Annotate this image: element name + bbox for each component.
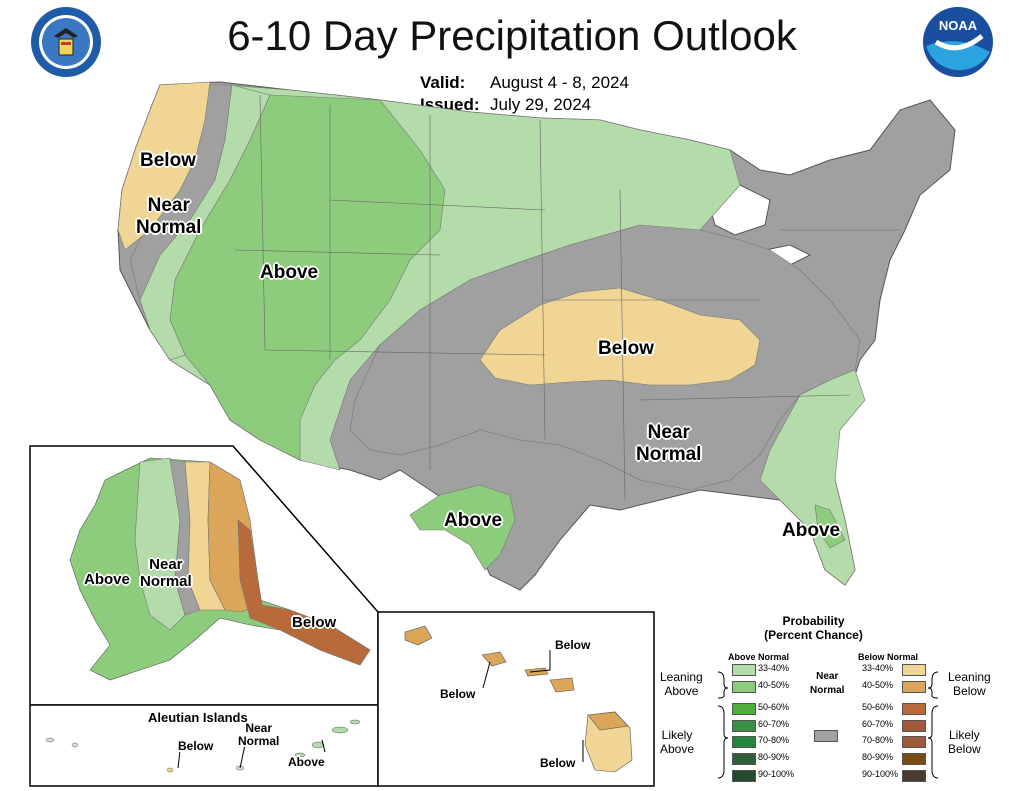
legend-above-range: 40-50% bbox=[758, 679, 790, 690]
hawaii-pointer-lines bbox=[177, 650, 584, 769]
valid-issued-block: Valid: August 4 - 8, 2024 Issued: July 29,… bbox=[420, 72, 629, 116]
legend-braces bbox=[717, 671, 939, 779]
legend-above-range: 90-100% bbox=[758, 768, 795, 779]
legend-below-swatch bbox=[902, 664, 926, 676]
aleutian-islands bbox=[45, 719, 361, 773]
legend-title: Probability (Percent Chance) bbox=[764, 614, 863, 642]
state-lines bbox=[234, 94, 900, 501]
legend-above-range: 50-60% bbox=[758, 702, 790, 713]
above-40-50-florida bbox=[814, 504, 846, 549]
label-below-west: Below bbox=[140, 150, 196, 171]
valid-value: August 4 - 8, 2024 bbox=[490, 73, 629, 92]
map-title: 6-10 Day Precipitation Outlook bbox=[227, 12, 797, 59]
leaning-below-west bbox=[117, 81, 211, 251]
legend-likely-above: Likely Above bbox=[660, 728, 695, 756]
legend-above-swatch bbox=[732, 769, 756, 782]
legend-below-swatch bbox=[902, 736, 926, 749]
legend-below-range: 80-90% bbox=[862, 752, 894, 762]
leaning-above-west-strip bbox=[139, 84, 271, 361]
above-40-50-texas bbox=[409, 484, 516, 571]
legend-above-range: 80-90% bbox=[758, 752, 790, 762]
label-near-normal-west: Near Normal bbox=[136, 195, 202, 238]
label-alaska-below: Below bbox=[292, 614, 337, 631]
label-aleutian-above: Above bbox=[288, 755, 325, 769]
legend-above-swatch bbox=[732, 753, 756, 765]
legend-below-swatch bbox=[902, 680, 926, 693]
leaning-below-central bbox=[479, 287, 761, 386]
legend-above-swatch bbox=[732, 703, 756, 716]
label-hawaii-below-3: Below bbox=[540, 756, 576, 770]
legend-below-swatch bbox=[902, 769, 926, 782]
valid-label: Valid: bbox=[420, 73, 466, 92]
legend-leaning-above: Leaning Above bbox=[660, 670, 703, 698]
aleutian-title: Aleutian Islands bbox=[148, 710, 248, 725]
label-hawaii-below-1: Below bbox=[555, 638, 591, 652]
legend-below-swatch bbox=[902, 703, 926, 716]
legend-below-swatch bbox=[902, 753, 926, 765]
noaa-logo-text: NOAA bbox=[939, 18, 978, 33]
legend-below-range: 33-40% bbox=[862, 663, 894, 673]
legend-below-range: 50-60% bbox=[862, 702, 894, 713]
hawaii-islands bbox=[404, 625, 633, 773]
label-below-central: Below bbox=[598, 338, 654, 359]
legend-likely-below: Likely Below bbox=[948, 728, 981, 756]
legend-above-range: 33-40% bbox=[758, 663, 790, 673]
legend-below-range: 90-100% bbox=[862, 768, 899, 779]
legend-below-header: Below Normal bbox=[858, 652, 919, 662]
alaska-below-50-60 bbox=[237, 519, 371, 666]
issued-value: July 29, 2024 bbox=[490, 95, 592, 114]
label-near-normal-south: Near Normal bbox=[636, 422, 702, 465]
legend-above-range: 70-80% bbox=[758, 735, 790, 746]
legend-above-swatch bbox=[732, 680, 756, 693]
legend-below-range: 60-70% bbox=[862, 718, 894, 729]
legend-below-range: 40-50% bbox=[862, 679, 894, 690]
label-alaska-above: Above bbox=[84, 571, 130, 588]
noaa-logo-icon: NOAA bbox=[923, 7, 993, 77]
label-hawaii-below-2: Below bbox=[440, 687, 476, 701]
legend-below-range: 70-80% bbox=[862, 735, 894, 746]
legend-above-swatch bbox=[732, 664, 756, 676]
legend-near-normal: Near Normal bbox=[810, 671, 845, 696]
commerce-seal-icon bbox=[31, 7, 101, 77]
legend-above-range: 60-70% bbox=[758, 718, 790, 729]
legend-below-swatch bbox=[902, 719, 926, 732]
label-aleutian-below: Below bbox=[178, 739, 214, 753]
label-alaska-near-normal: Near Normal bbox=[140, 556, 192, 590]
legend-near-normal-swatch bbox=[814, 730, 838, 742]
label-above-west: Above bbox=[260, 262, 319, 283]
label-above-texas: Above bbox=[444, 510, 503, 531]
legend-above-header: Above Normal bbox=[728, 652, 790, 662]
legend-leaning-below: Leaning Below bbox=[948, 670, 991, 698]
label-aleutian-near-normal: Near Normal bbox=[238, 721, 280, 748]
label-above-florida: Above bbox=[782, 520, 841, 541]
legend: Probability (Percent Chance) Above Norma… bbox=[656, 614, 1001, 789]
legend-above-swatch bbox=[732, 719, 756, 732]
legend-above-swatch bbox=[732, 736, 756, 749]
